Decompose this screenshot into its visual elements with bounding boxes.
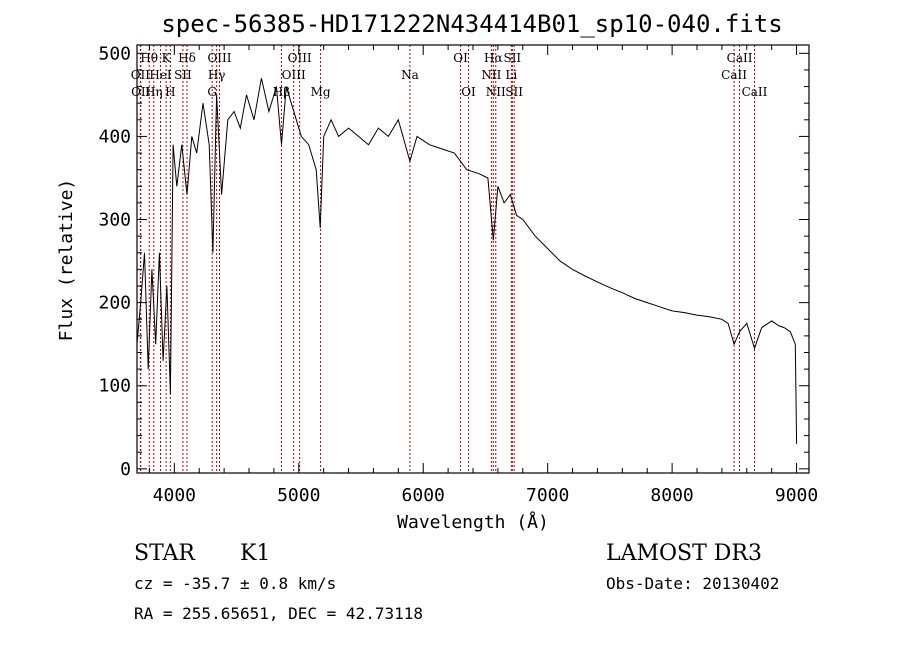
y-axis: 0 100 200 300 400 500: [98, 43, 809, 480]
line-marker-label: Hδ: [178, 51, 196, 65]
survey-name: LAMOST DR3: [606, 541, 762, 566]
line-marker-label: SII: [174, 68, 192, 82]
line-marker-label: OIII: [207, 51, 231, 65]
y-tick-label: 0: [120, 459, 131, 480]
line-marker-label: Hθ: [140, 51, 158, 65]
line-marker-label: Hη: [145, 85, 163, 99]
chart-title: spec-56385-HD171222N434414B01_sp10-040.f…: [161, 10, 782, 38]
line-marker-label: Hα: [484, 51, 503, 65]
line-marker-label: NII: [481, 68, 501, 82]
x-axis-label: Wavelength (Å): [397, 511, 549, 533]
line-marker-label: SII: [505, 85, 523, 99]
x-tick-label: 4000: [153, 485, 196, 506]
y-tick-label: 100: [98, 376, 131, 397]
observation-date: Obs-Date: 20130402: [606, 574, 779, 593]
spectral-subclass: K1: [240, 541, 270, 566]
line-marker-label: NII: [486, 85, 506, 99]
x-tick-label: 8000: [650, 485, 693, 506]
line-marker-label: OIII: [282, 68, 306, 82]
y-tick-label: 400: [98, 126, 131, 147]
line-marker-label: CaII: [742, 85, 768, 99]
line-marker-label: Li: [505, 68, 517, 82]
spectrum-line: [136, 78, 798, 444]
y-tick-label: 300: [98, 210, 131, 231]
x-tick-label: 9000: [775, 485, 818, 506]
line-marker-label: G: [207, 85, 217, 99]
x-axis: 4000 5000 6000 7000 8000 9000: [148, 45, 818, 506]
y-tick-label: 200: [98, 293, 131, 314]
line-marker-label: SII: [503, 51, 521, 65]
line-marker-label: OII: [131, 68, 151, 82]
line-marker-label: CaII: [727, 51, 753, 65]
object-class: STAR: [134, 541, 196, 566]
x-tick-label: 5000: [277, 485, 320, 506]
line-marker-label: Mg: [311, 85, 331, 99]
line-marker-label: HeI: [149, 68, 172, 82]
coordinates: RA = 255.65651, DEC = 42.73118: [134, 604, 423, 623]
plot-frame: [136, 44, 810, 474]
x-tick-label: 6000: [402, 485, 445, 506]
y-axis-label: Flux (relative): [56, 179, 77, 342]
line-marker-label: H: [165, 85, 175, 99]
line-marker-label: Hγ: [208, 68, 226, 82]
line-marker-label: CaII: [721, 68, 747, 82]
line-marker-label: OIII: [288, 51, 312, 65]
redshift-velocity: cz = -35.7 ± 0.8 km/s: [134, 574, 336, 593]
line-marker-label: OI: [461, 85, 476, 99]
x-tick-label: 7000: [526, 485, 569, 506]
line-marker-label: Na: [401, 68, 419, 82]
y-tick-label: 500: [98, 43, 131, 64]
line-marker-label: OI: [453, 51, 468, 65]
line-marker-label: OII: [131, 85, 151, 99]
line-markers: [139, 45, 755, 473]
line-marker-label: K: [162, 51, 172, 65]
